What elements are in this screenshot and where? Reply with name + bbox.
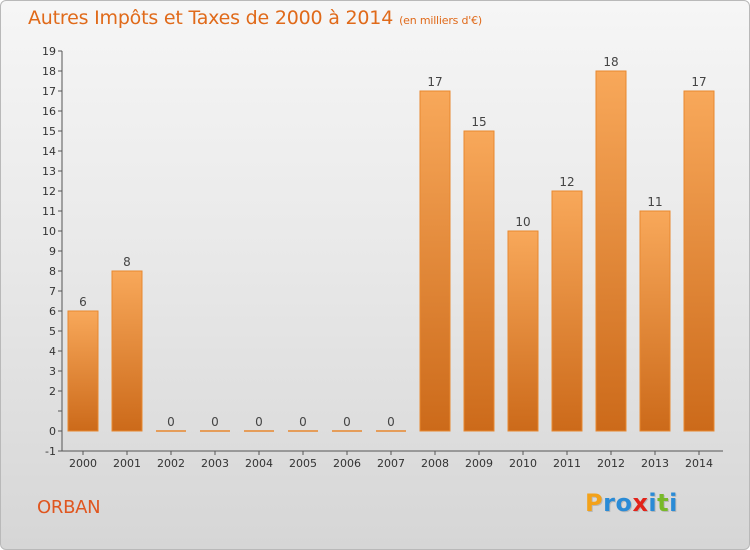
data-label-2014: 17 [691,75,706,89]
bar-2014 [683,90,715,432]
chart-title-text: Autres Impôts et Taxes de 2000 à 2014 [28,7,394,29]
x-tick-label: 2007 [377,457,405,470]
commune-name: ORBAN [37,497,101,518]
chart-axes: -1 0 2 3 4 5 6 7 8 9 10 11 12 13 14 15 16 17 18 19 [42,45,723,458]
y-tick-label: 8 [49,265,56,278]
data-label-2007: 0 [387,415,395,429]
data-label-2013: 11 [647,195,662,209]
bar-2001 [111,270,143,432]
x-tick-label: 2011 [553,457,581,470]
y-tick-label: 15 [42,125,56,138]
y-tick-label: 9 [49,245,56,258]
data-label-2009: 15 [471,115,486,129]
data-label-2000: 6 [79,295,87,309]
logo-letter: P [585,489,604,517]
logo-letter: o [615,489,633,517]
data-label-2004: 0 [255,415,263,429]
y-tick-label: -1 [45,445,56,458]
logo-letter: t [657,489,670,517]
data-label-2008: 17 [427,75,442,89]
x-tick-label: 2005 [289,457,317,470]
chart-bars [67,70,715,432]
chart-title: Autres Impôts et Taxes de 2000 à 2014 (en… [28,7,482,29]
bar-2008 [419,90,451,432]
chart-x-tick-labels: 2000 2001 2002 2003 2004 2005 2006 2007 2008 2009… [69,451,713,470]
y-tick-label: 10 [42,225,56,238]
y-tick-label: 4 [49,345,56,358]
x-tick-label: 2014 [685,457,713,470]
data-label-2011: 12 [559,175,574,189]
y-tick-label: 19 [42,45,56,58]
y-tick-label: 3 [49,365,56,378]
chart-data-labels: 6 8 0 0 0 0 0 0 17 15 10 12 18 11 17 [79,55,706,429]
bar-2010 [507,230,539,432]
bar-2000 [67,310,99,432]
y-tick-label: 2 [49,385,56,398]
x-tick-label: 2004 [245,457,273,470]
x-tick-label: 2002 [157,457,185,470]
y-tick-label: 0 [49,425,56,438]
bar-2012 [595,70,627,432]
x-tick-label: 2009 [465,457,493,470]
y-tick-label: 16 [42,105,56,118]
bar-2013 [639,210,671,432]
y-tick-label: 18 [42,65,56,78]
data-label-2002: 0 [167,415,175,429]
logo-letter: i [648,489,658,517]
x-tick-label: 2001 [113,457,141,470]
x-tick-label: 2003 [201,457,229,470]
bar-2009 [463,130,495,432]
x-tick-label: 2006 [333,457,361,470]
x-tick-label: 2012 [597,457,625,470]
data-label-2001: 8 [123,255,131,269]
y-tick-label: 12 [42,185,56,198]
data-label-2010: 10 [515,215,530,229]
y-tick-label: 17 [42,85,56,98]
data-label-2005: 0 [299,415,307,429]
chart-subtitle: (en milliers d'€) [399,14,482,27]
y-tick-label: 6 [49,305,56,318]
proxiti-logo[interactable]: Proxiti [585,489,678,517]
y-tick-label: 5 [49,325,56,338]
y-tick-label: 13 [42,165,56,178]
x-tick-label: 2000 [69,457,97,470]
logo-letter: i [669,489,678,517]
y-tick-label: 14 [42,145,56,158]
y-tick-label: 7 [49,285,56,298]
x-tick-label: 2013 [641,457,669,470]
y-tick-label: 11 [42,205,56,218]
logo-letter: x [632,489,649,517]
x-tick-label: 2008 [421,457,449,470]
data-label-2006: 0 [343,415,351,429]
logo-letter: r [603,489,616,517]
x-tick-label: 2010 [509,457,537,470]
bar-2011 [551,190,583,432]
data-label-2003: 0 [211,415,219,429]
data-label-2012: 18 [603,55,618,69]
